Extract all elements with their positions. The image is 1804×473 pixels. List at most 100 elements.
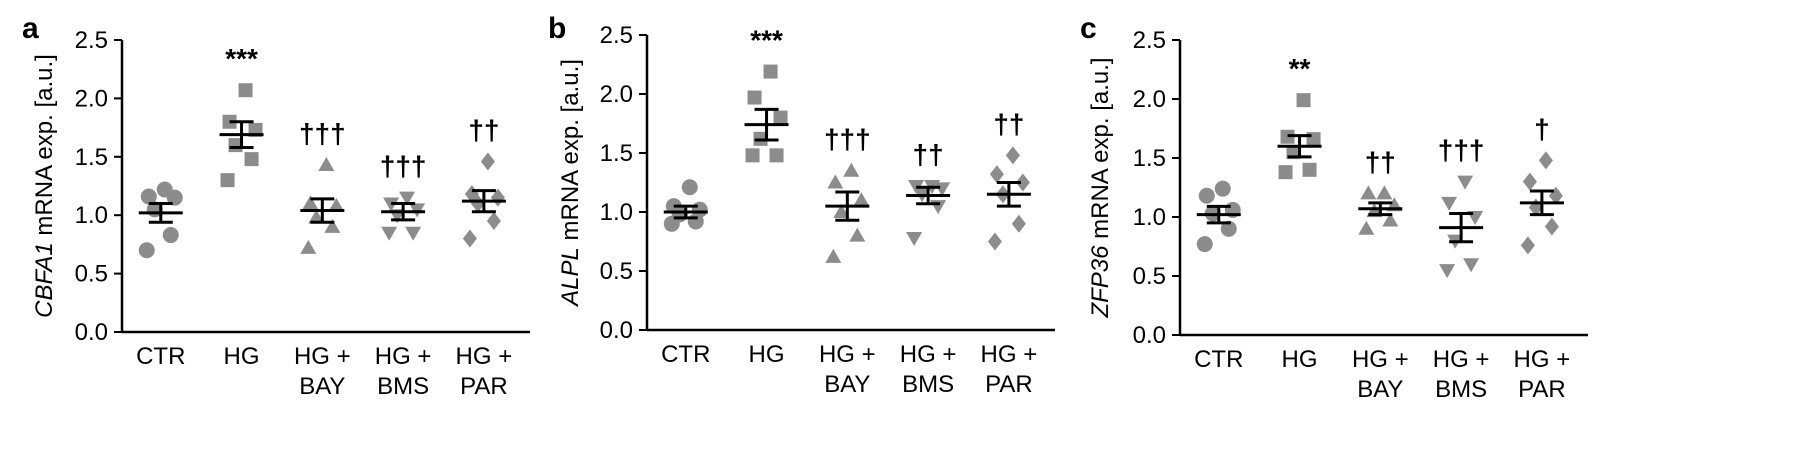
category-label: BAY — [299, 373, 345, 400]
data-point — [1457, 175, 1474, 190]
data-point — [399, 191, 416, 206]
data-point — [1441, 196, 1458, 211]
category-label: HG + — [1433, 346, 1490, 373]
y-tick-label: 2.0 — [75, 85, 108, 112]
category-label: CTR — [661, 341, 710, 368]
significance-label: † — [1534, 113, 1550, 144]
data-point — [747, 90, 762, 105]
y-axis-label-unit: mRNA exp. [a.u.] — [31, 54, 58, 242]
data-point — [681, 179, 698, 196]
significance-label: ††† — [824, 124, 871, 155]
significance-label: *** — [750, 25, 783, 56]
panel-c: c 0.0 0.5 1.0 1.5 2.0 2.5 ZFP36 mRNA exp. [a.u.… — [1080, 12, 1588, 403]
y-tick-label: 0.5 — [75, 261, 108, 288]
data-point — [989, 165, 1004, 184]
data-point — [1358, 220, 1375, 235]
data-point — [405, 226, 422, 241]
significance-label: ** — [1289, 53, 1311, 84]
y-axis-label-unit: mRNA exp. [a.u.] — [1087, 57, 1114, 245]
y-tick-label: 1.0 — [600, 199, 633, 226]
data-point — [1376, 185, 1393, 200]
panel-letter: a — [22, 12, 39, 45]
data-point — [906, 231, 923, 246]
data-point — [1278, 165, 1293, 180]
data-point — [308, 209, 325, 224]
category-label: BMS — [377, 373, 429, 400]
y-tick-label: 1.5 — [600, 140, 633, 167]
data-point — [302, 195, 319, 210]
data-point — [827, 174, 844, 189]
significance-label: ††† — [380, 151, 427, 182]
data-point — [1302, 162, 1317, 177]
y-tick-label: 2.5 — [1133, 27, 1166, 54]
y-axis-label-gene: ALPL — [557, 247, 584, 308]
data-point — [1360, 185, 1377, 200]
data-point — [480, 152, 495, 171]
data-point — [381, 226, 398, 241]
y-tick-label: 1.5 — [1133, 145, 1166, 172]
category-label: BMS — [1435, 376, 1487, 403]
significance-label: †† — [993, 108, 1024, 139]
data-point — [1520, 236, 1535, 255]
data-point — [853, 192, 870, 207]
data-point — [833, 204, 850, 218]
data-point — [486, 212, 501, 231]
data-point — [238, 83, 253, 98]
panel-letter: c — [1080, 12, 1097, 45]
significance-label: ††† — [1438, 135, 1485, 166]
category-label: HG + — [1352, 346, 1409, 373]
y-axis-label-gene: ZFP36 — [1087, 245, 1114, 319]
significance-label: †† — [913, 139, 944, 170]
data-point — [1463, 258, 1480, 273]
significance-label: *** — [225, 43, 258, 74]
panel-a: a 0.0 0.5 1.0 1.5 2.0 2.5 CBFA1 mRNA exp. [a.u.… — [22, 12, 530, 400]
data-point — [691, 201, 708, 218]
category-label: HG — [224, 343, 260, 370]
y-tick-label: 0.5 — [1133, 263, 1166, 290]
data-point — [1439, 264, 1456, 279]
category-label: PAR — [1518, 376, 1566, 403]
data-point — [1538, 151, 1553, 170]
category-label: HG + — [981, 341, 1038, 368]
y-axis-label-gene: CBFA1 — [31, 242, 58, 318]
data-point — [1214, 180, 1231, 197]
data-point — [300, 239, 317, 254]
data-point — [1196, 236, 1213, 253]
data-point — [843, 162, 860, 177]
y-tick-label: 0.5 — [600, 258, 633, 285]
y-axis-label: ZFP36 mRNA exp. [a.u.] — [1087, 57, 1114, 318]
category-label: HG + — [900, 341, 957, 368]
data-point — [930, 200, 947, 215]
significance-label: †† — [1365, 146, 1396, 177]
data-point — [244, 152, 259, 167]
data-point — [825, 248, 842, 263]
data-point — [1011, 214, 1026, 233]
category-label: BMS — [902, 371, 954, 398]
category-label: CTR — [136, 343, 185, 370]
category-label: CTR — [1194, 346, 1243, 373]
category-label: HG + — [375, 343, 432, 370]
data-point — [763, 64, 778, 79]
category-label: BAY — [1357, 376, 1403, 403]
panel-letter: b — [548, 12, 566, 45]
data-point — [1296, 93, 1311, 108]
y-tick-label: 2.0 — [600, 81, 633, 108]
category-label: HG + — [294, 343, 351, 370]
category-label: PAR — [985, 371, 1033, 398]
y-tick-label: 2.5 — [75, 27, 108, 54]
y-axis-label: CBFA1 mRNA exp. [a.u.] — [31, 54, 58, 318]
y-axis-label-unit: mRNA exp. [a.u.] — [557, 59, 584, 247]
y-tick-label: 1.0 — [75, 202, 108, 229]
category-label: PAR — [460, 373, 508, 400]
data-point — [769, 148, 784, 163]
data-point — [324, 218, 341, 233]
data-point — [1220, 220, 1237, 237]
data-point — [773, 110, 788, 125]
category-label: HG — [1282, 346, 1318, 373]
data-point — [220, 173, 235, 188]
data-point — [156, 181, 173, 198]
category-label: HG + — [456, 343, 513, 370]
data-point — [140, 188, 157, 205]
data-point — [1544, 217, 1559, 236]
data-point — [318, 156, 335, 171]
